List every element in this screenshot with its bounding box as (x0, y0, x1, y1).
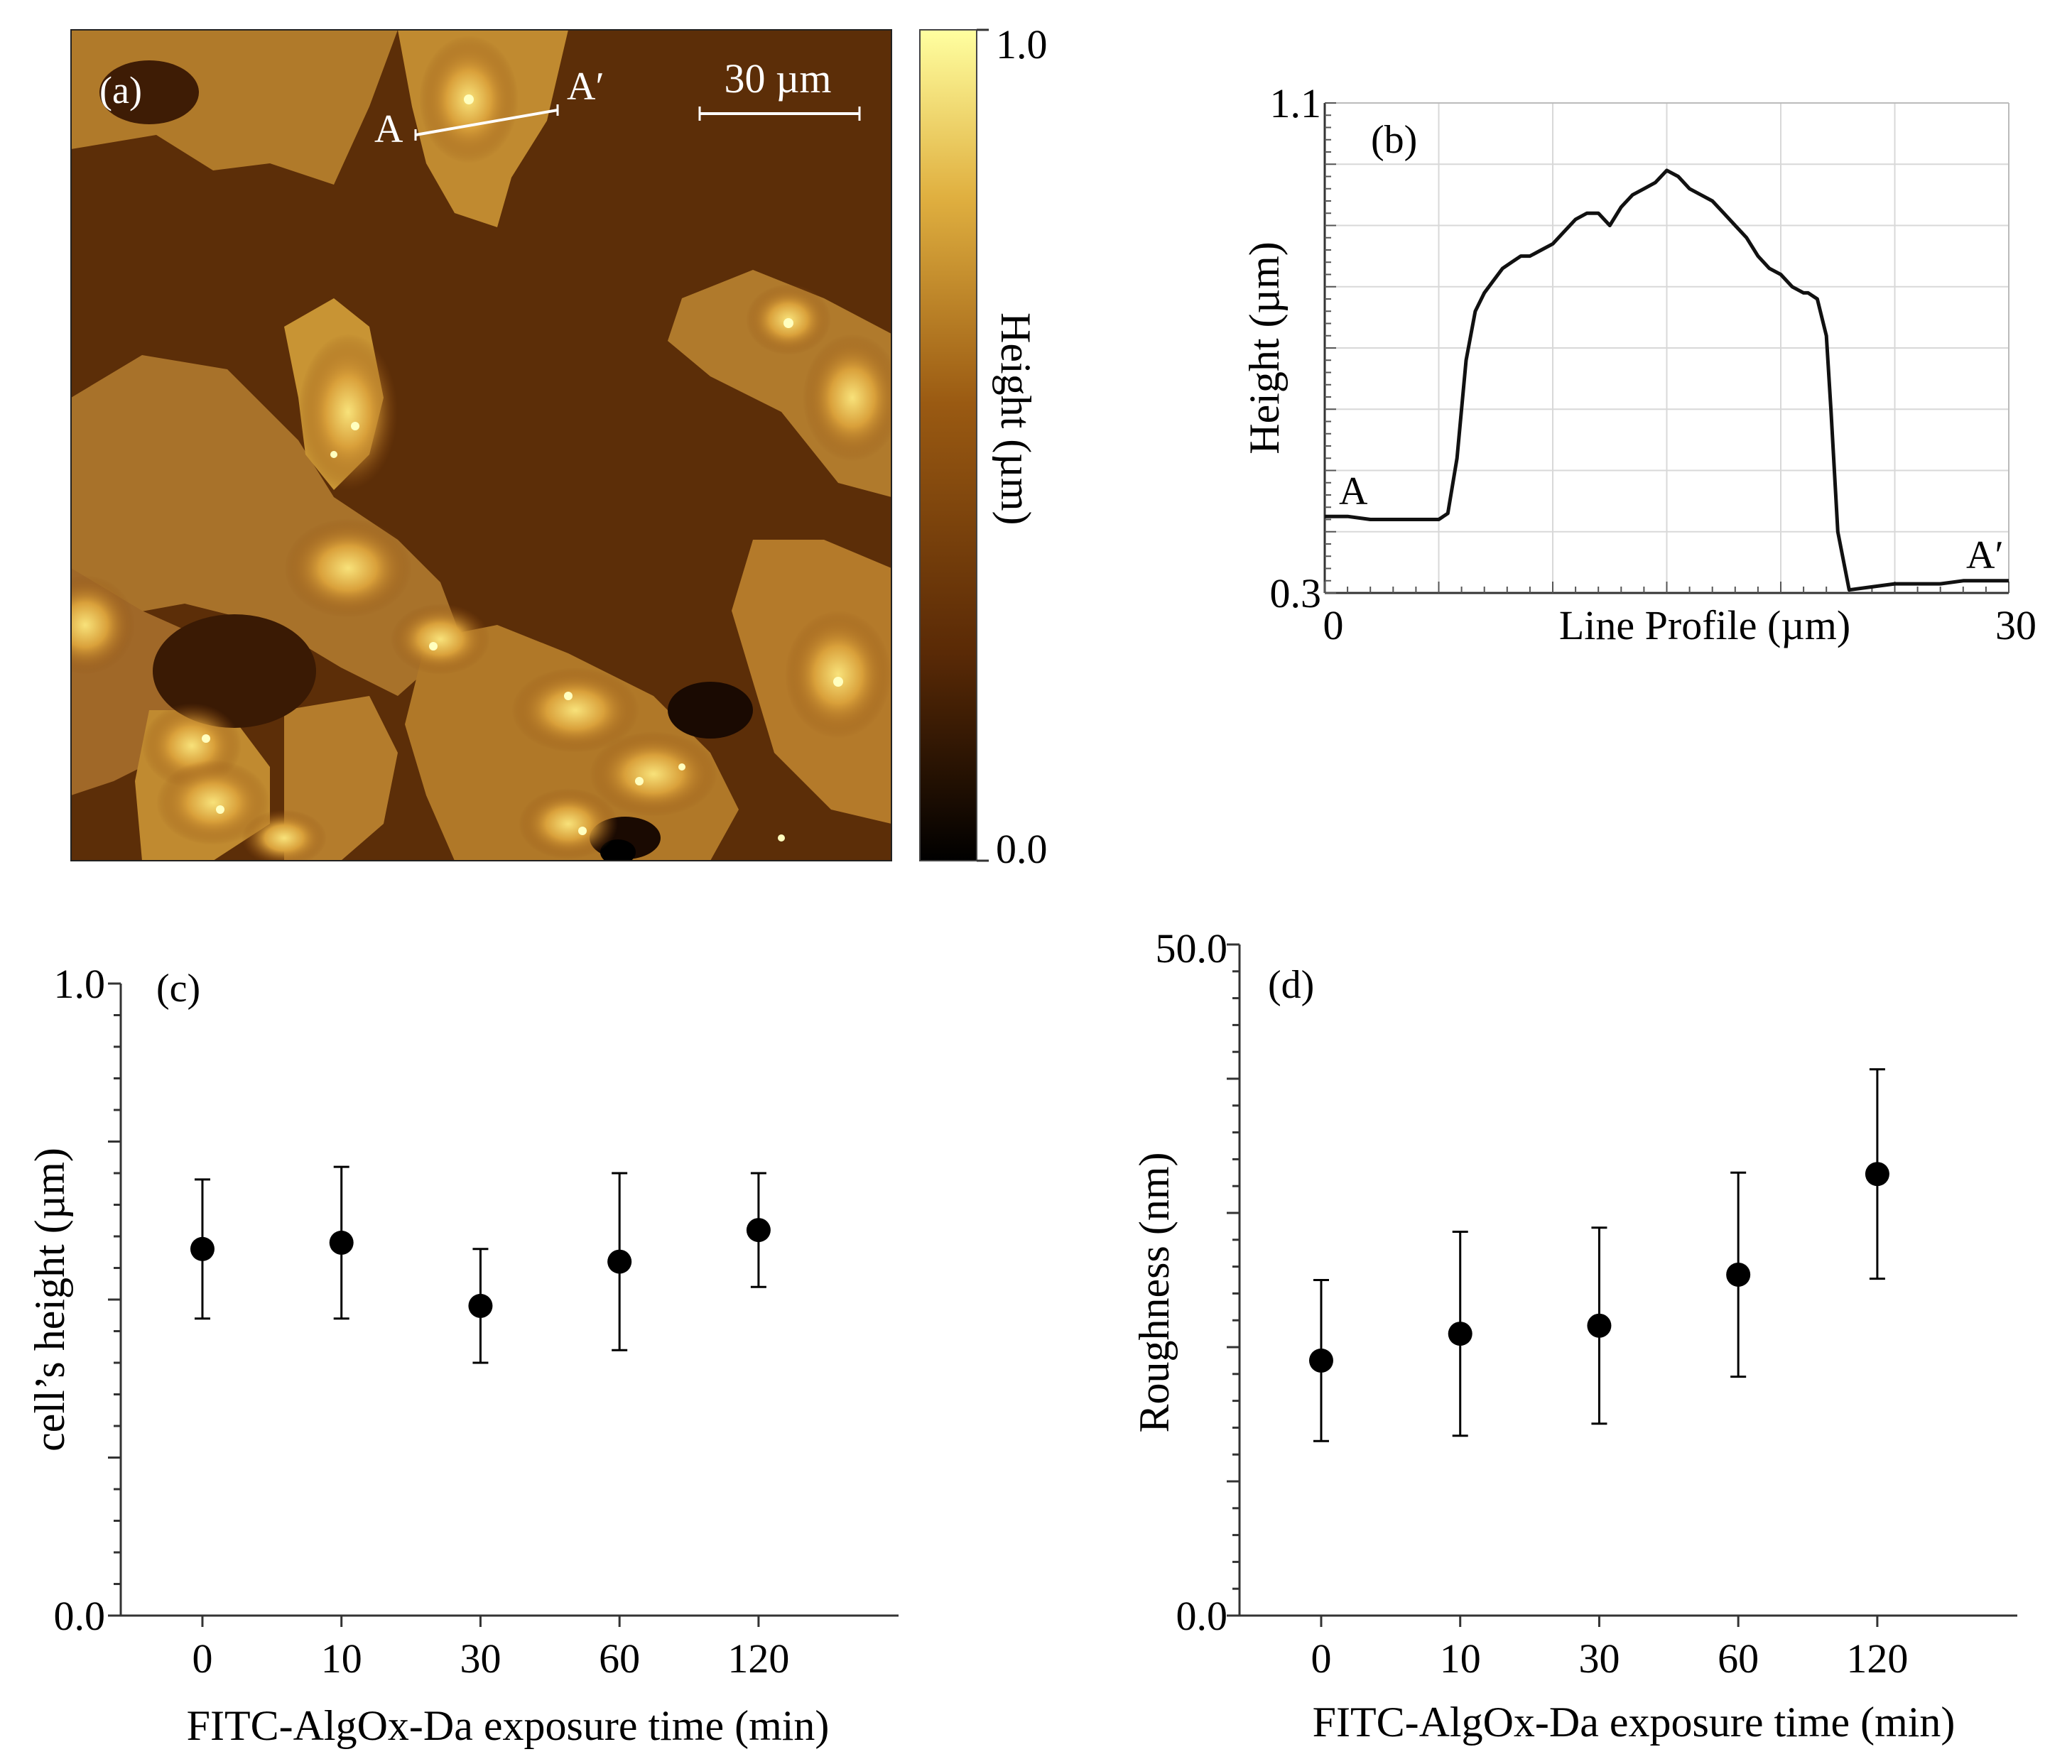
panel-d-xtick-label: 30 (1578, 1635, 1620, 1682)
panel-d-data-point (1726, 1262, 1751, 1287)
panel-a: (a) 30 µm A A′ 1.0 0.0 Height (µm) (70, 21, 1048, 872)
panel-d-x-label: FITC-AlgOx-Da exposure time (min) (1313, 1699, 1956, 1746)
panel-d-xtick-label: 10 (1440, 1635, 1481, 1682)
profile-start-label: A (374, 107, 403, 151)
colorbar (920, 30, 977, 861)
panel-d-data-point (1865, 1162, 1889, 1187)
panel-d-data-point (1308, 1348, 1333, 1373)
panel-b-ytick-max: 1.1 (1270, 80, 1322, 126)
profile-series-line (1325, 168, 2009, 592)
afm-height-image (71, 30, 891, 861)
panel-b: 1.1 0.3 0 30 Line Profile (µm) Height (µ… (1241, 80, 2036, 648)
panel-c-data-point (607, 1249, 632, 1274)
afm-frame (70, 29, 892, 861)
panel-c-y-label: cell’s height (µm) (26, 1148, 73, 1452)
panel-b-start-label: A (1339, 469, 1368, 513)
panel-b-y-label: Height (µm) (1241, 241, 1288, 454)
panel-b-ytick-min: 0.3 (1270, 570, 1322, 616)
panel-b-end-label: A′ (1966, 533, 2004, 577)
panel-c-ytick-min: 0.0 (54, 1593, 106, 1639)
panel-c-data-point (746, 1218, 771, 1243)
colorbar-axis-label: Height (µm) (992, 312, 1039, 526)
panel-c-data-point (329, 1230, 354, 1255)
panel-d-data-point (1587, 1313, 1612, 1338)
panel-b-label: (b) (1371, 118, 1417, 162)
panel-c-xtick-label: 10 (321, 1635, 362, 1682)
panel-c: 1.0 0.0 0 10 30 60 120 FITC-AlgOx-Da exposur… (26, 961, 899, 1749)
panel-c-label: (c) (156, 967, 200, 1011)
profile-line (415, 109, 558, 136)
colorbar-max-label: 1.0 (996, 21, 1048, 67)
panel-c-xtick-label: 60 (599, 1635, 640, 1682)
panel-a-label: (a) (99, 69, 142, 111)
panel-d-xtick-label: 0 (1311, 1635, 1331, 1682)
scale-bar-label: 30 µm (724, 55, 831, 102)
profile-end-label: A′ (567, 65, 604, 109)
panel-d-ytick-max: 50.0 (1156, 925, 1228, 971)
panel-c-xtick-label: 120 (727, 1635, 789, 1682)
panel-c-data-point (468, 1293, 493, 1318)
panel-b-x-label: Line Profile (µm) (1559, 602, 1850, 648)
panel-d-data-point (1448, 1322, 1472, 1346)
panel-d-ytick-min: 0.0 (1176, 1593, 1228, 1639)
panel-b-xtick-min: 0 (1323, 602, 1344, 648)
colorbar-min-label: 0.0 (996, 826, 1048, 872)
panel-b-xtick-max: 30 (1995, 602, 2036, 648)
panel-d: 50.0 0.0 0 10 30 60 120 FITC-AlgOx-Da exposu… (1131, 925, 2017, 1746)
panel-d-y-label: Roughness (nm) (1131, 1153, 1178, 1433)
panel-c-data-point (190, 1236, 215, 1261)
panel-c-x-label: FITC-AlgOx-Da exposure time (min) (187, 1702, 830, 1749)
panel-d-label: (d) (1268, 963, 1314, 1007)
panel-d-xtick-label: 120 (1846, 1635, 1908, 1682)
panel-c-xtick-label: 30 (460, 1635, 501, 1682)
panel-c-xtick-label: 0 (192, 1635, 212, 1682)
panel-d-xtick-label: 60 (1718, 1635, 1759, 1682)
panel-c-ytick-max: 1.0 (54, 961, 106, 1007)
